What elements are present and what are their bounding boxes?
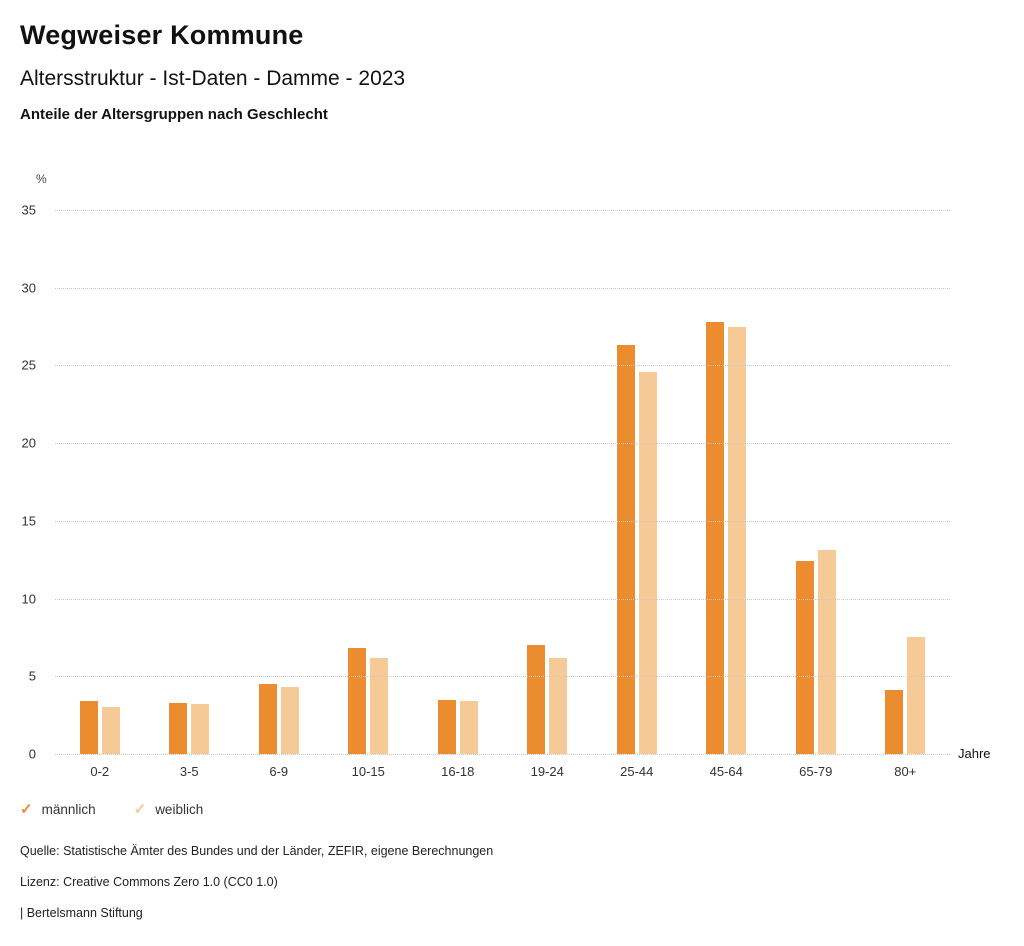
bar-männlich [795,561,814,754]
y-tick-label: 15 [21,513,36,529]
gridline [55,365,950,367]
bar-männlich [885,690,904,754]
bar-männlich [437,699,456,754]
bar-weiblich [817,550,836,754]
y-tick-label: 25 [21,357,36,373]
footer-license: Lizenz: Creative Commons Zero 1.0 (CC0 1… [20,875,278,889]
y-tick-label: 20 [21,435,36,451]
bar-group [861,210,951,754]
chart-heading: Anteile der Altersgruppen nach Geschlech… [20,106,328,123]
x-tick-label: 19-24 [530,764,564,779]
gridline [55,598,950,600]
bar-weiblich [370,657,389,754]
x-tick-label: 10-15 [351,764,385,779]
x-tick-label: 3-5 [179,764,199,779]
x-tick-label: 0-2 [90,764,110,779]
bar-group [234,210,324,754]
bar-groups [55,210,950,754]
bar-weiblich [101,707,120,754]
bar-group [55,210,145,754]
bar-weiblich [728,326,747,754]
bar-männlich [348,648,367,754]
chart-legend: ✓ männlich ✓ weiblich [20,802,203,817]
x-axis-unit-label: Jahre [958,746,991,761]
legend-item[interactable]: ✓ weiblich [134,802,204,817]
bar-männlich [616,345,635,754]
bar-männlich [706,321,725,754]
gridline [55,520,950,522]
y-axis-unit-label: % [36,172,47,186]
y-tick-label: 10 [21,591,36,607]
y-tick-label: 0 [28,746,36,762]
x-tick-label: 6-9 [269,764,289,779]
gridline [55,210,950,211]
y-tick-label: 5 [28,668,36,684]
bar-männlich [527,645,546,754]
page-title: Wegweiser Kommune [20,20,304,50]
y-tick-label: 30 [21,280,36,296]
x-tick-label: 80+ [894,764,917,779]
gridline [55,754,950,755]
bar-weiblich [638,371,657,754]
bar-weiblich [191,704,210,754]
footer-source: Quelle: Statistische Ämter des Bundes un… [20,844,494,858]
bar-group [771,210,861,754]
bar-männlich [79,701,98,754]
x-axis-labels: 0-2 3-5 6-9 10-15 16-18 19-24 25-44 45-64 65-79 8… [55,764,950,779]
legend-check-icon: ✓ [20,801,33,818]
bar-weiblich [280,687,299,754]
gridline [55,287,950,289]
page-subtitle: Altersstruktur - Ist-Daten - Damme - 202… [20,67,406,90]
gridline [55,443,950,445]
bar-group [413,210,503,754]
bar-group [503,210,593,754]
bar-group [592,210,682,754]
bar-group [682,210,772,754]
x-tick-label: 25-44 [620,764,654,779]
legend-label: männlich [41,802,96,817]
x-tick-label: 65-79 [799,764,833,779]
bar-group [145,210,235,754]
bar-group [324,210,414,754]
legend-label: weiblich [155,802,204,817]
footer-attribution: | Bertelsmann Stiftung [20,906,143,920]
bar-weiblich [907,637,926,754]
plot-area [55,210,950,755]
bar-männlich [169,702,188,754]
bar-weiblich [459,701,478,754]
bar-weiblich [549,657,568,754]
y-tick-label: 35 [21,202,36,218]
bar-männlich [258,684,277,754]
gridline [55,676,950,678]
legend-item[interactable]: ✓ männlich [20,802,96,817]
legend-check-icon: ✓ [133,801,147,818]
x-tick-label: 45-64 [709,764,743,779]
x-tick-label: 16-18 [441,764,475,779]
y-axis-labels: 0 5 10 15 20 25 30 35 [0,203,38,762]
